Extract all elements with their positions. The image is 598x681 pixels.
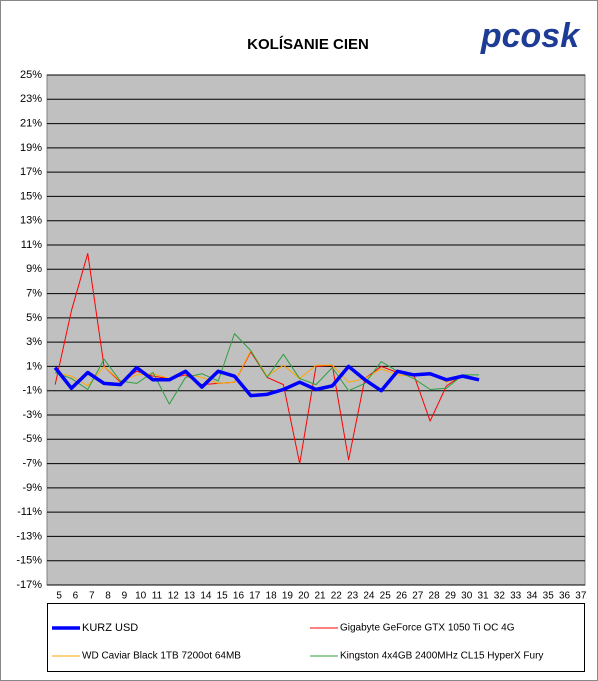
x-tick-label: 29 [445, 591, 457, 602]
x-tick-label: 27 [412, 591, 424, 602]
x-tick-label: 10 [135, 591, 147, 602]
line-series [53, 364, 480, 398]
y-tick-label: 13% [20, 215, 42, 227]
y-tick-label: 5% [26, 312, 42, 324]
y-tick-label: -5% [22, 433, 42, 445]
x-tick-label: 26 [396, 591, 408, 602]
legend-label: Kingston 4x4GB 2400MHz CL15 HyperX Fury [340, 651, 543, 662]
y-tick-label: 15% [20, 190, 42, 202]
y-tick-label: -3% [22, 409, 42, 421]
legend-box [47, 603, 585, 672]
x-tick-label: 24 [363, 591, 375, 602]
y-tick-label: 19% [20, 142, 42, 154]
y-tick-label: 11% [21, 239, 42, 251]
x-tick-label: 34 [526, 591, 538, 602]
x-tick-label: 31 [477, 591, 489, 602]
x-tick-label: 23 [347, 591, 359, 602]
y-tick-label: -13% [16, 530, 42, 542]
x-tick-label: 22 [331, 591, 343, 602]
x-tick-label: 25 [380, 591, 392, 602]
y-tick-label: 1% [26, 360, 42, 372]
x-tick-label: 36 [559, 591, 571, 602]
legend-label: WD Caviar Black 1TB 7200ot 64MB [82, 651, 241, 662]
x-tick-label: 13 [184, 591, 196, 602]
x-tick-label: 21 [314, 591, 326, 602]
y-tick-label: 21% [20, 117, 42, 129]
x-tick-label: 16 [233, 591, 245, 602]
y-tick-label: -9% [22, 482, 42, 494]
x-tick-label: 33 [510, 591, 522, 602]
x-tick-label: 6 [73, 591, 79, 602]
legend-label: KURZ USD [82, 622, 138, 634]
x-tick-label: 5 [56, 591, 62, 602]
y-tick-label: -17% [16, 579, 42, 591]
x-tick-label: 35 [543, 591, 555, 602]
y-tick-label: 3% [26, 336, 42, 348]
x-tick-label: 14 [200, 591, 212, 602]
chart-title: KOLÍSANIE CIEN [247, 36, 369, 53]
x-tick-label: 28 [429, 591, 441, 602]
x-tick-label: 37 [575, 591, 587, 602]
x-tick-label: 19 [282, 591, 294, 602]
x-tick-label: 9 [122, 591, 128, 602]
y-tick-label: 17% [20, 166, 42, 178]
x-tick-label: 11 [152, 591, 163, 602]
plot-area [46, 74, 586, 586]
y-tick-label: -15% [16, 555, 42, 567]
x-tick-label: 30 [461, 591, 473, 602]
y-tick-label: 7% [26, 287, 42, 299]
x-tick-label: 17 [249, 591, 261, 602]
x-tick-label: 18 [266, 591, 278, 602]
legend-label: Gigabyte GeForce GTX 1050 Ti OC 4G [340, 623, 515, 634]
y-tick-label: 23% [20, 93, 42, 105]
y-tick-label: -1% [22, 385, 42, 397]
x-tick-label: 7 [89, 591, 95, 602]
x-tick-label: 32 [494, 591, 506, 602]
y-tick-label: 25% [20, 69, 42, 81]
x-tick-label: 20 [298, 591, 310, 602]
y-tick-label: -7% [22, 457, 42, 469]
y-tick-label: 9% [26, 263, 42, 275]
line-series [54, 333, 480, 405]
logo: pcosk [480, 17, 581, 55]
x-tick-label: 12 [168, 591, 180, 602]
x-tick-label: 15 [217, 591, 229, 602]
x-tick-label: 8 [105, 591, 111, 602]
y-tick-label: -11% [17, 506, 42, 518]
